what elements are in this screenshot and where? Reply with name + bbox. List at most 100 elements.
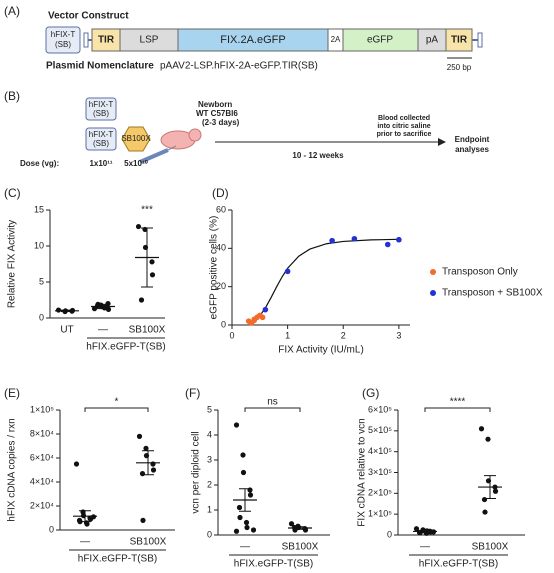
data-point: [140, 517, 146, 524]
y-tick-label: 4: [207, 429, 212, 439]
x-tick-label: 3: [396, 330, 401, 340]
mouse-label: (2-3 days): [202, 118, 240, 127]
data-point: [233, 528, 240, 534]
data-point: [485, 436, 491, 442]
y-axis-label: vcn per diploid cell: [191, 431, 202, 513]
data-point: [105, 301, 111, 307]
title: Vector Construct: [48, 11, 129, 22]
significance: ****: [450, 397, 466, 408]
segment-label: TIR: [98, 35, 115, 46]
icon-text: hFIX-T: [51, 30, 76, 39]
significance: *: [115, 397, 119, 408]
significance-bracket: [84, 407, 149, 412]
fit-curve: [248, 238, 399, 325]
segment-label: eGFP: [367, 35, 393, 46]
data-point: [240, 469, 247, 476]
data-point: [150, 461, 156, 467]
blood-note: into citric saline: [377, 123, 430, 130]
segment-label: LSP: [140, 35, 159, 46]
legend-label: Transposon Only: [442, 267, 518, 278]
y-tick-label: 15: [34, 204, 44, 214]
mouse-label: WT C57Bl6: [196, 109, 238, 118]
enzyme-label: SB100X: [121, 134, 151, 143]
y-tick-label: 0: [221, 319, 226, 329]
y-tick-label: 1: [207, 504, 212, 514]
y-tick-label: 0: [387, 529, 392, 539]
panel-label: (B): [4, 89, 20, 103]
data-point: [149, 259, 155, 265]
x-tick-label: 1: [285, 330, 290, 340]
segment-label: FIX.2A.eGFP: [220, 34, 285, 46]
x-tick-label: —: [240, 542, 250, 553]
data-point: [240, 452, 246, 458]
legend-marker: [430, 269, 436, 275]
nomenclature-label: Plasmid Nomenclature: [46, 61, 154, 72]
group-label: hFIX.eGFP-T(SB): [234, 559, 313, 570]
x-tick-label: SB100X: [282, 542, 319, 553]
y-axis-label: hFIX cDNA copies / rxn: [7, 418, 18, 521]
y-tick-label: 2: [207, 479, 212, 489]
data-point: [288, 521, 295, 527]
significance-bracket: [424, 407, 491, 412]
data-point: [247, 487, 253, 493]
y-tick-label: 10: [34, 240, 44, 250]
data-point: [236, 504, 243, 511]
y-tick-label: 0: [39, 312, 44, 322]
mouse-label: Newborn: [198, 100, 232, 109]
data-point: [143, 445, 149, 451]
data-point: [150, 467, 157, 473]
icon: [85, 97, 117, 121]
data-point: [247, 492, 254, 498]
segment-label: pA: [426, 35, 439, 46]
icon: [45, 26, 81, 54]
panel-label: (D): [212, 186, 229, 200]
mouse-head: [188, 128, 202, 142]
enzyme-icon: [121, 126, 151, 152]
y-tick-label: 1×10⁵: [30, 404, 54, 414]
icon-text: hFIX-T: [89, 130, 114, 139]
y-tick-label: 5: [207, 404, 212, 414]
x-axis-label: FIX Activity (IU/mL): [278, 345, 364, 356]
endpoint: Endpoint: [455, 135, 490, 144]
dose: 5x10¹⁰: [124, 159, 148, 168]
data-point: [73, 461, 80, 467]
data-point: [262, 306, 269, 313]
data-point: [55, 307, 62, 313]
y-axis-label: FIX cDNA relative to vcn: [357, 418, 368, 526]
y-tick-label: 4×10⁵: [368, 446, 392, 456]
y-tick-label: 2×10⁵: [368, 488, 392, 498]
x-tick-label: —: [80, 537, 90, 548]
icon-text: (SB): [93, 139, 109, 148]
y-tick-label: 8×10⁴: [30, 428, 54, 438]
y-tick-label: 4×10⁴: [30, 476, 54, 486]
x-tick-label: —: [420, 542, 430, 553]
y-tick-label: 1×10⁵: [368, 509, 392, 519]
needle: [167, 145, 177, 151]
significance: ns: [267, 397, 278, 408]
y-tick-label: 3×10⁵: [368, 467, 392, 477]
y-axis-label: Relative FIX Activity: [7, 220, 18, 308]
x-tick-label: —: [98, 325, 108, 336]
y-tick-label: 2×10⁴: [30, 500, 54, 510]
segment-label: 2A: [331, 35, 341, 44]
y-tick-label: 40: [216, 243, 226, 253]
group-label: hFIX.eGFP-T(SB): [419, 559, 498, 570]
data-point: [244, 524, 250, 531]
data-point: [233, 422, 240, 428]
data-point: [84, 521, 90, 527]
dose-label: Dose (vg):: [20, 159, 59, 168]
arrowhead: [438, 138, 446, 146]
significance-bracket: [244, 407, 301, 412]
data-point: [138, 297, 145, 303]
legend-marker: [430, 290, 436, 296]
data-point: [302, 527, 309, 533]
data-point: [413, 526, 420, 532]
data-point: [481, 496, 488, 503]
data-point: [139, 471, 146, 477]
icon: [85, 127, 117, 151]
panel-label: (E): [4, 386, 20, 400]
data-point: [90, 514, 97, 520]
data-point: [351, 235, 358, 242]
panel-label: (C): [4, 186, 21, 200]
